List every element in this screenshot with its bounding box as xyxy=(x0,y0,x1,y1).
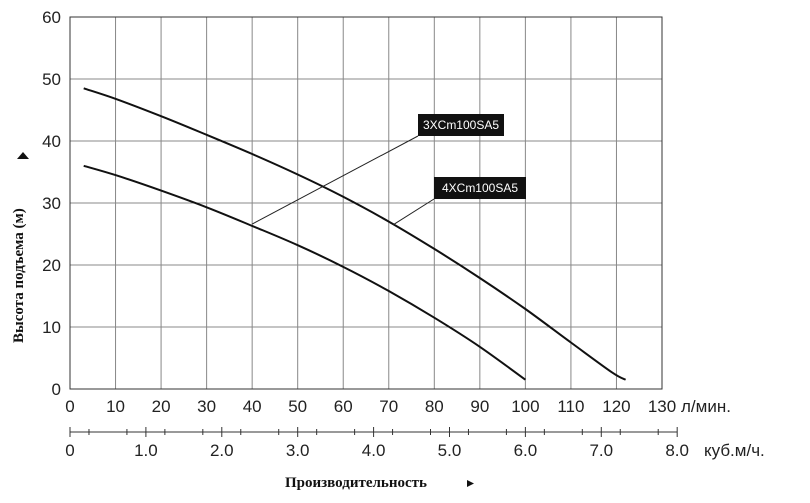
x2-tick-label: 0 xyxy=(65,441,74,460)
y-tick-label: 30 xyxy=(42,194,61,213)
x-tick-label: 30 xyxy=(197,397,216,416)
y-tick-label: 10 xyxy=(42,318,61,337)
curves xyxy=(83,87,627,381)
y-tick-label: 50 xyxy=(42,70,61,89)
y-tick-label: 20 xyxy=(42,256,61,275)
x-tick-label: 120 xyxy=(602,397,630,416)
x-tick-label: 10 xyxy=(106,397,125,416)
x2-unit-label: куб.м/ч. xyxy=(704,441,765,460)
series-line-1 xyxy=(83,164,526,381)
x2-tick-label: 4.0 xyxy=(362,441,386,460)
x-tick-label: 70 xyxy=(379,397,398,416)
x2-tick-label: 5.0 xyxy=(438,441,462,460)
y-axis-arrow-icon xyxy=(17,152,29,159)
x-axis-title: Производительность xyxy=(285,475,427,491)
x-tick-label: 50 xyxy=(288,397,307,416)
series-label-box xyxy=(418,114,504,136)
plot-frame xyxy=(69,16,663,390)
leader-line xyxy=(393,198,435,226)
series-label-text: 4XCm100SA5 xyxy=(442,181,518,195)
x2-tick-label: 1.0 xyxy=(134,441,158,460)
x-tick-label: 60 xyxy=(334,397,353,416)
x-tick-label: 130 xyxy=(648,397,676,416)
x-tick-label: 40 xyxy=(243,397,262,416)
series-label-box xyxy=(434,177,526,199)
x-tick-label: 100 xyxy=(511,397,539,416)
x-tick-label: 0 xyxy=(65,397,74,416)
y-tick-label: 40 xyxy=(42,132,61,151)
x2-tick-label: 8.0 xyxy=(665,441,689,460)
series-line-2 xyxy=(83,87,627,381)
x2-tick-label: 6.0 xyxy=(514,441,538,460)
x2-tick-label: 7.0 xyxy=(589,441,613,460)
series-labels: 3XCm100SA5 4XCm100SA5 xyxy=(251,114,526,226)
x-unit-label: л/мин. xyxy=(681,397,731,416)
y-tick-label: 60 xyxy=(42,8,61,27)
x2-tick-label: 2.0 xyxy=(210,441,234,460)
x-tick-label: 110 xyxy=(557,397,584,416)
y-tick-label: 0 xyxy=(52,380,61,399)
x-axis-arrow-icon xyxy=(467,480,474,487)
x2-tick-label: 3.0 xyxy=(286,441,310,460)
grid xyxy=(69,16,663,390)
y-axis-title: Высота подъема (м) xyxy=(11,208,27,343)
x-tick-label: 20 xyxy=(152,397,171,416)
series-label-text: 3XCm100SA5 xyxy=(423,118,499,132)
x-tick-label: 90 xyxy=(470,397,489,416)
axes: 0 10 20 30 40 50 60 70 80 90 100 110 120 130 0 10 20 30 40… xyxy=(42,8,689,460)
leader-line xyxy=(251,135,419,225)
x-tick-label: 80 xyxy=(425,397,444,416)
